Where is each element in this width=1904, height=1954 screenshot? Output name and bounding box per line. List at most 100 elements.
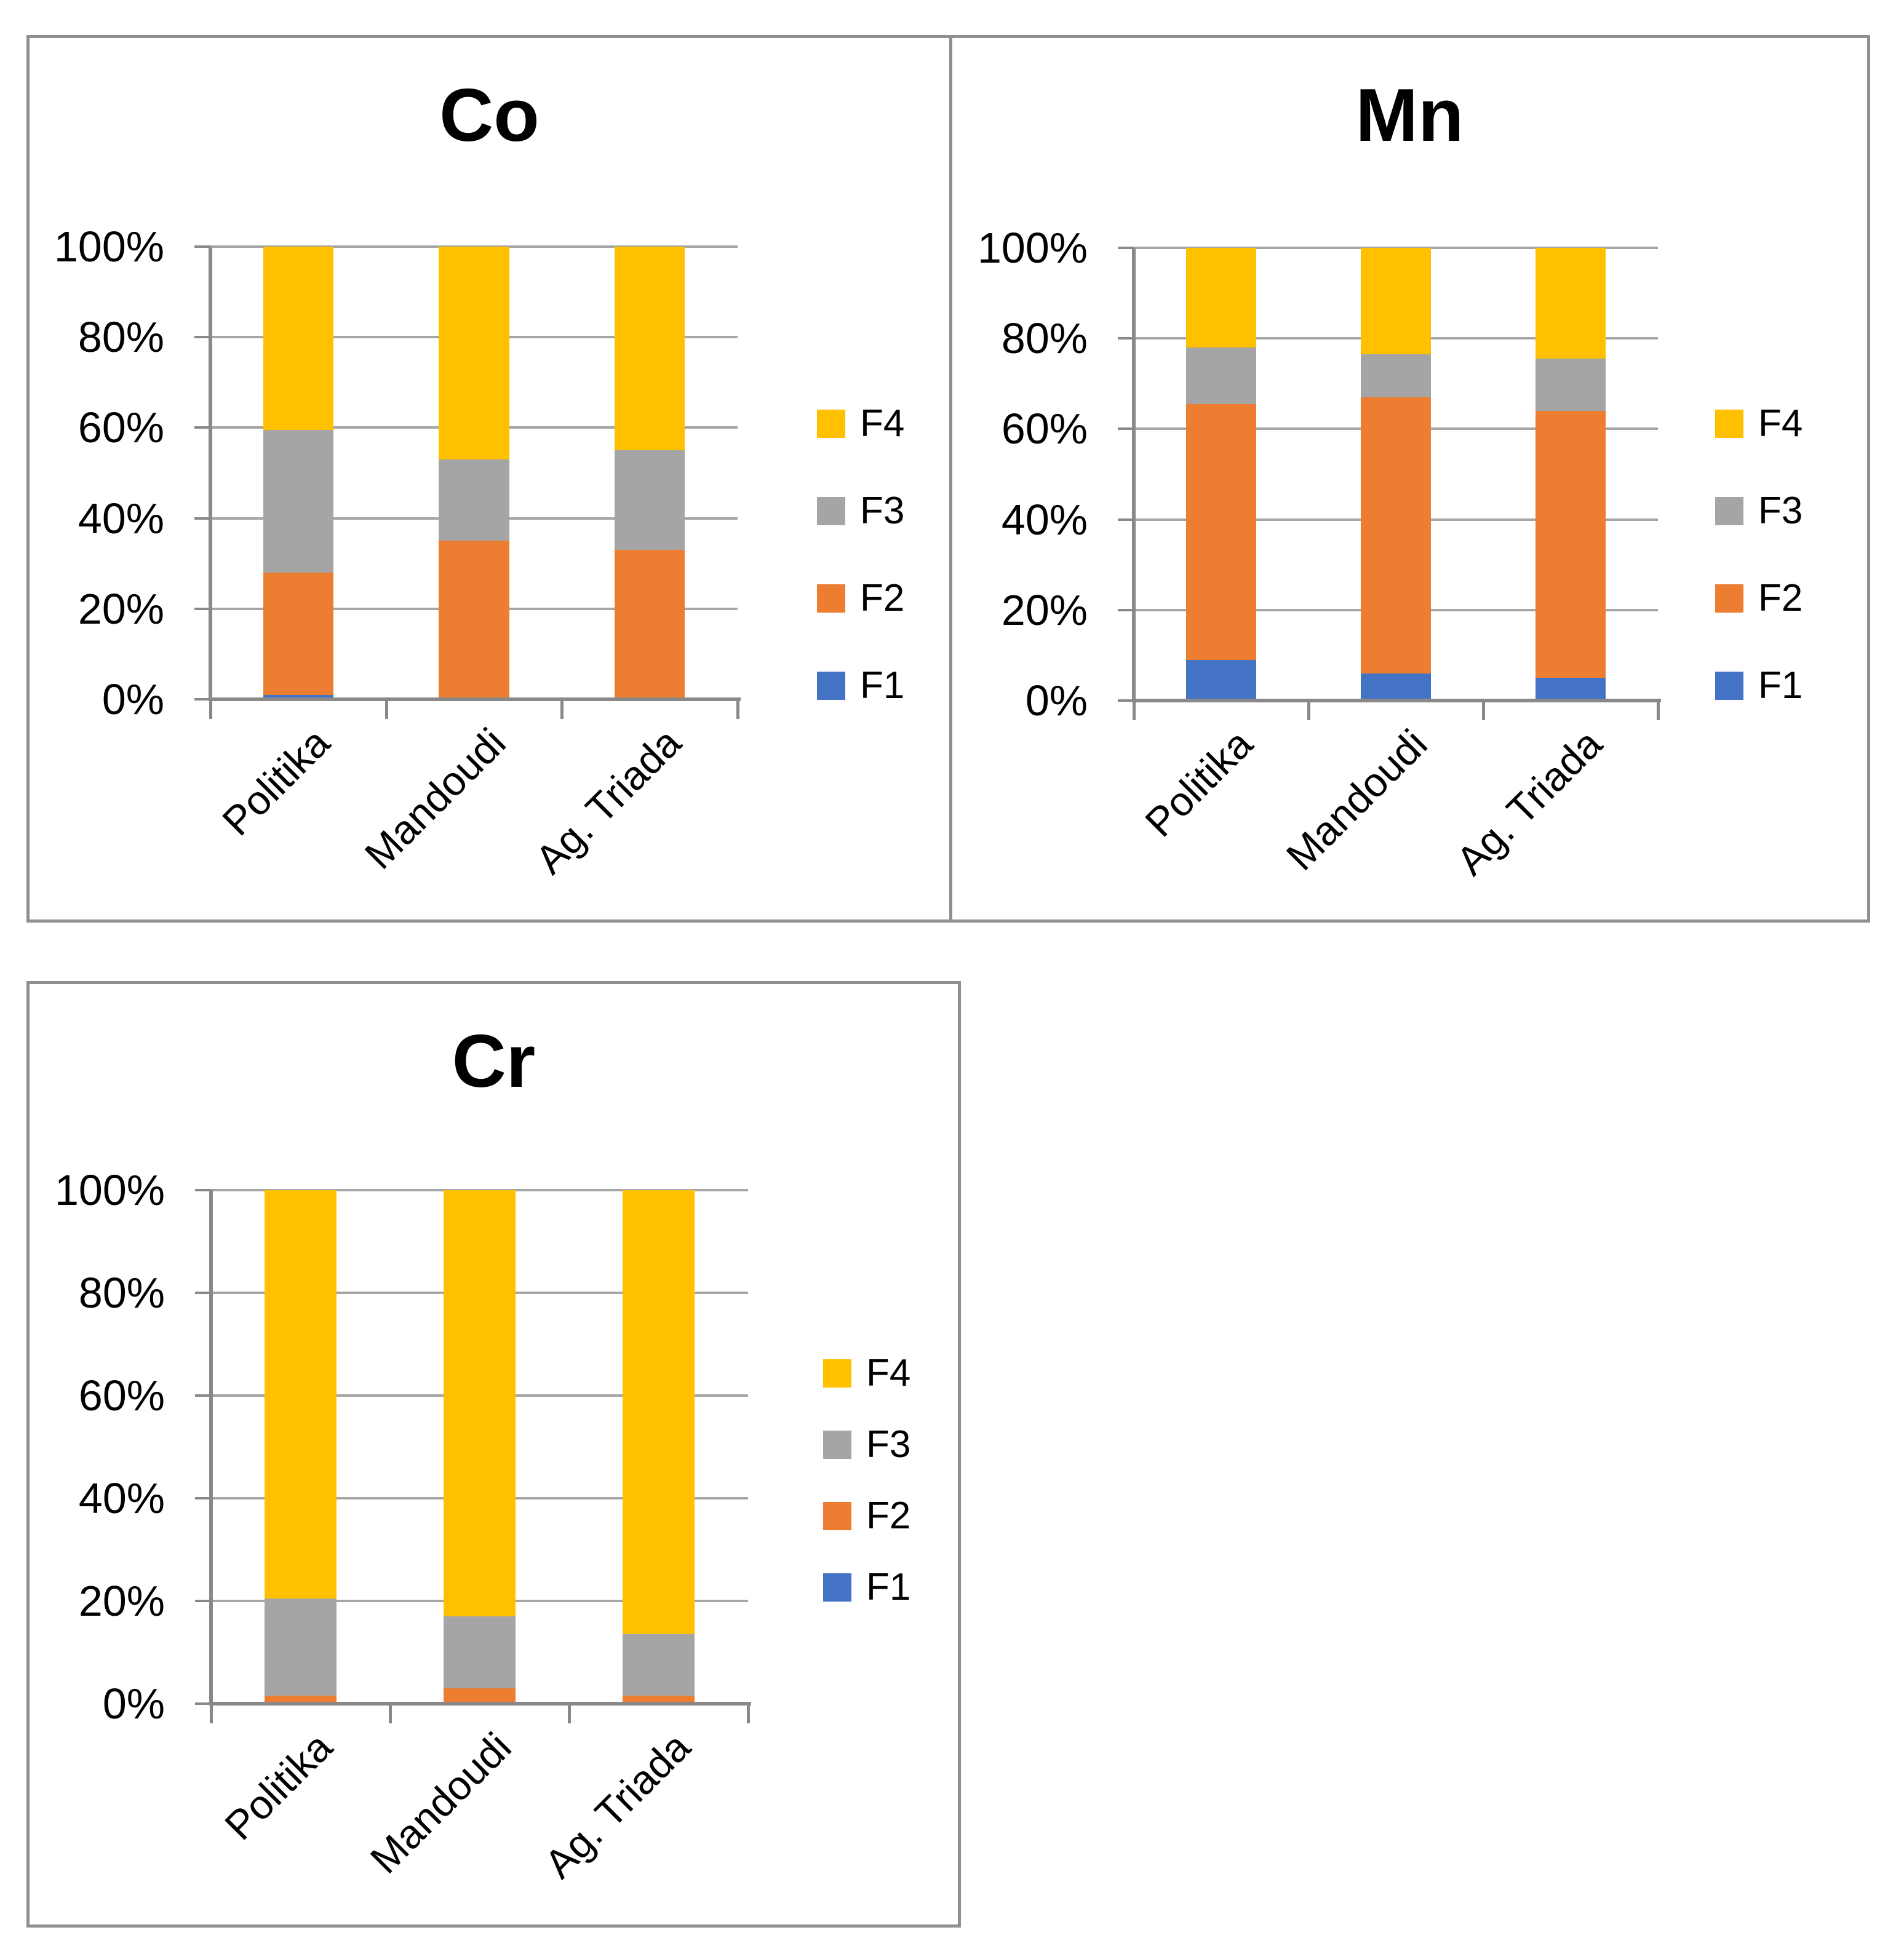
legend-label-f1: F1 [860, 664, 905, 707]
y-axis-line [209, 1190, 213, 1706]
legend-item-f3: F3 [1715, 492, 1802, 530]
y-axis-tick [194, 245, 210, 248]
legend-item-f3: F3 [823, 1426, 910, 1464]
bar-segment-f2-2 [444, 1688, 516, 1704]
bar-segment-f2-2 [1361, 397, 1431, 673]
chart-area-co: 0% 20% 40% 60% 80% 100% Politika Mandoudi Ag. Tr… [30, 38, 949, 919]
y-axis-tick [1118, 337, 1134, 340]
bar-segment-f3-2 [1361, 354, 1431, 397]
legend-swatch-f4 [1715, 410, 1743, 438]
legend-item-f1: F1 [817, 667, 904, 705]
legend-label-f4: F4 [1758, 402, 1803, 445]
bar-segment-f3-2 [439, 459, 509, 541]
legend-item-f3: F3 [817, 492, 904, 530]
legend-label-f4: F4 [866, 1352, 911, 1394]
y-axis-tick [195, 1497, 211, 1499]
y-axis-label: 20% [78, 584, 164, 633]
bar-segment-f4-2 [439, 247, 509, 459]
y-axis-label: 0% [102, 675, 164, 723]
bar-segment-f4-1 [265, 1190, 337, 1599]
y-axis-label: 100% [54, 1166, 165, 1214]
y-axis-label: 100% [54, 223, 164, 271]
category-label-2: Mandoudi [361, 1723, 520, 1882]
bar-segment-f2-1 [1186, 403, 1256, 660]
y-axis-label: 20% [78, 1577, 165, 1625]
legend-label-f2: F2 [866, 1495, 911, 1537]
bar-segment-f4-3 [615, 247, 685, 451]
category-label-1: Politika [213, 719, 338, 844]
bar-segment-f3-1 [1186, 347, 1256, 404]
chart-area-cr: 0% 20% 40% 60% 80% 100% Politika Mandoudi Ag. Tr… [30, 984, 958, 1924]
legend-swatch-f2 [823, 1502, 851, 1530]
bar-segment-f2-3 [623, 1696, 695, 1704]
x-axis-line [1132, 699, 1661, 702]
legend-label-f4: F4 [860, 402, 905, 445]
legend-label-f2: F2 [860, 577, 905, 619]
y-axis-label: 60% [1001, 405, 1088, 453]
bar-segment-f4-2 [1361, 248, 1431, 354]
x-axis-line [209, 1702, 751, 1706]
legend-swatch-f3 [823, 1431, 851, 1459]
x-axis-tick [560, 699, 564, 719]
bar-segment-f4-3 [1536, 248, 1606, 359]
y-axis-label: 80% [1001, 314, 1088, 363]
legend-label-f3: F3 [1758, 490, 1803, 532]
bar-segment-f1-1 [263, 694, 333, 699]
bar-segment-f3-2 [444, 1616, 516, 1688]
x-axis-tick [210, 1704, 213, 1723]
category-label-2: Mandoudi [356, 719, 514, 878]
y-axis-tick [195, 1394, 211, 1397]
legend-swatch-f4 [817, 410, 845, 438]
bar-segment-f1-3 [1536, 678, 1606, 701]
y-axis-tick [194, 607, 210, 610]
legend-item-f2: F2 [1715, 579, 1802, 618]
y-axis-tick [1118, 427, 1134, 431]
chart-panel-co: Co 0% 20% 40% 60% 80% 100% Politika Mandoudi Ag.… [26, 35, 952, 923]
y-axis-label: 80% [78, 313, 164, 362]
x-axis-tick [1657, 701, 1660, 720]
bar-segment-f4-3 [623, 1190, 695, 1635]
x-axis-tick [1307, 701, 1310, 720]
legend-label-f3: F3 [860, 490, 905, 532]
category-label-3: Ag. Triada [527, 719, 690, 883]
category-label-1: Politika [1136, 720, 1261, 846]
y-axis-tick [194, 517, 210, 520]
legend-label-f1: F1 [866, 1566, 911, 1608]
x-axis-tick [389, 1704, 392, 1723]
bar-segment-f2-3 [1536, 410, 1606, 678]
legend-item-f1: F1 [1715, 667, 1802, 705]
bar-segment-f3-3 [623, 1634, 695, 1696]
bar-segment-f3-1 [265, 1598, 337, 1696]
bar-segment-f3-1 [263, 430, 333, 573]
chart-area-mn: 0% 20% 40% 60% 80% 100% Politika Mandoudi Ag. Tr… [952, 38, 1867, 919]
bar-segment-f3-3 [1536, 359, 1606, 411]
y-axis-tick [195, 1189, 211, 1191]
y-axis-tick [1118, 247, 1134, 249]
y-axis-label: 0% [102, 1680, 165, 1728]
legend-item-f2: F2 [823, 1497, 910, 1535]
bar-segment-f2-1 [265, 1696, 337, 1704]
bar-segment-f4-1 [263, 247, 333, 431]
legend-swatch-f2 [1715, 584, 1743, 613]
y-axis-tick [195, 1292, 211, 1294]
y-axis-label: 60% [78, 403, 164, 452]
y-axis-label: 80% [78, 1269, 165, 1317]
legend-swatch-f1 [817, 672, 845, 700]
legend-label-f3: F3 [866, 1423, 911, 1466]
y-axis-line [209, 247, 212, 701]
category-label-3: Ag. Triada [1447, 720, 1611, 884]
y-axis-tick [1118, 518, 1134, 521]
legend-item-f1: F1 [823, 1568, 910, 1606]
x-axis-tick [568, 1704, 571, 1723]
y-axis-label: 20% [1001, 586, 1088, 634]
chart-title-cr: Cr [452, 1019, 536, 1103]
legend-swatch-f1 [1715, 672, 1743, 700]
legend-label-f2: F2 [1758, 577, 1803, 619]
legend-swatch-f3 [1715, 497, 1743, 525]
bar-segment-f2-2 [439, 541, 509, 699]
legend-swatch-f3 [817, 497, 845, 525]
chart-panel-mn: Mn 0% 20% 40% 60% 80% 100% Politika Mandoudi Ag.… [952, 35, 1870, 923]
legend-item-f4: F4 [817, 405, 904, 443]
y-axis-tick [194, 426, 210, 429]
y-axis-label: 40% [1001, 495, 1088, 544]
